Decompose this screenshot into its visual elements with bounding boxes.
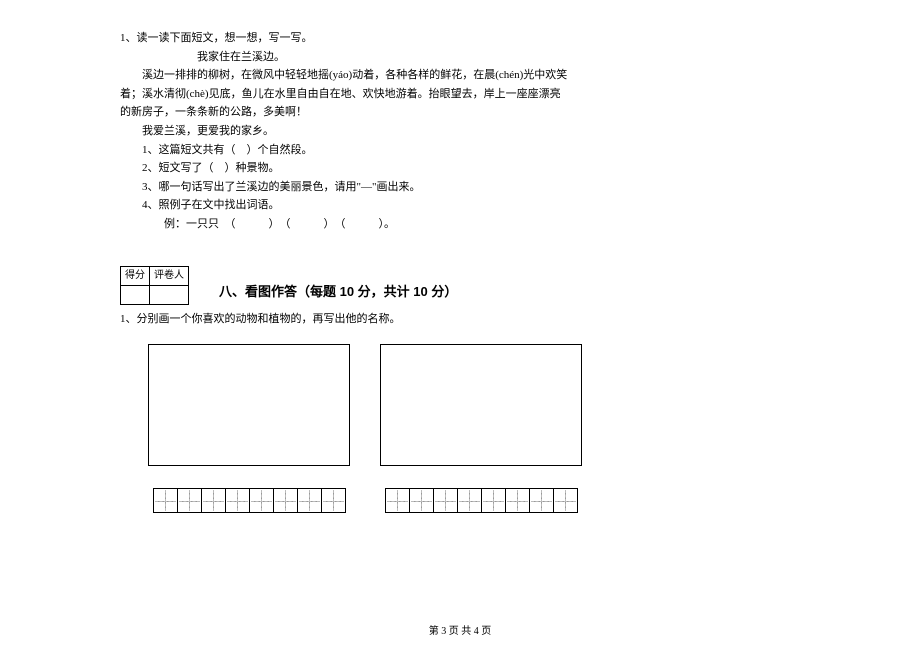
para-3: 的新房子，一条条新的公路，多美啊！	[120, 104, 800, 122]
char-grid-right	[385, 488, 578, 513]
sub-q1: 1、这篇短文共有（ ）个自然段。	[120, 142, 800, 160]
drawing-area	[120, 344, 800, 513]
char-cell	[273, 488, 298, 513]
char-cell	[177, 488, 202, 513]
char-cell	[457, 488, 482, 513]
score-cell	[121, 285, 150, 304]
drawing-box-right	[380, 344, 582, 466]
example-line: 例：一只只 （ ） （ ） （ ）。	[120, 216, 800, 234]
sub-q4: 4、照例子在文中找出词语。	[120, 197, 800, 215]
section-header-row: 得分 评卷人 八、看图作答（每题 10 分，共计 10 分）	[120, 248, 800, 305]
char-cell	[225, 488, 250, 513]
drawing-box-left	[148, 344, 350, 466]
char-grid-left	[153, 488, 346, 513]
sub-q3: 3、哪一句话写出了兰溪边的美丽景色，请用"—"画出来。	[120, 179, 800, 197]
char-cell	[321, 488, 346, 513]
para-4: 我爱兰溪，更爱我的家乡。	[120, 123, 800, 141]
char-cell	[385, 488, 410, 513]
char-cell	[297, 488, 322, 513]
grader-label: 评卷人	[150, 266, 189, 285]
char-cell	[553, 488, 578, 513]
grader-cell	[150, 285, 189, 304]
sub-q2: 2、短文写了（ ）种景物。	[120, 160, 800, 178]
para-2: 着；溪水清彻(chè)见底，鱼儿在水里自由自在地、欢快地游着。抬眼望去，岸上一座…	[120, 86, 800, 104]
char-cell	[505, 488, 530, 513]
char-cell	[433, 488, 458, 513]
draw-column-left	[148, 344, 350, 513]
draw-question-number: 1、	[120, 313, 137, 325]
char-cell	[249, 488, 274, 513]
reading-passage: 1、读一读下面短文，想一想，写一写。 我家住在兰溪边。 溪边一排排的柳树，在微风…	[120, 30, 800, 234]
score-table: 得分 评卷人	[120, 266, 189, 305]
draw-question-text: 分别画一个你喜欢的动物和植物的，再写出他的名称。	[137, 313, 401, 325]
section-title: 八、看图作答（每题 10 分，共计 10 分）	[219, 282, 457, 305]
question-number: 1、	[120, 32, 137, 44]
draw-question: 1、分别画一个你喜欢的动物和植物的，再写出他的名称。	[120, 311, 800, 329]
para-1: 溪边一排排的柳树，在微风中轻轻地摇(yáo)动着，各种各样的鲜花，在晨(chén…	[120, 67, 800, 85]
story-title: 我家住在兰溪边。	[120, 49, 800, 67]
char-cell	[409, 488, 434, 513]
char-cell	[153, 488, 178, 513]
page-footer: 第 3 页 共 4 页	[0, 624, 920, 640]
score-label: 得分	[121, 266, 150, 285]
draw-column-right	[380, 344, 582, 513]
char-cell	[201, 488, 226, 513]
char-cell	[529, 488, 554, 513]
char-cell	[481, 488, 506, 513]
prompt-text: 读一读下面短文，想一想，写一写。	[137, 32, 313, 44]
